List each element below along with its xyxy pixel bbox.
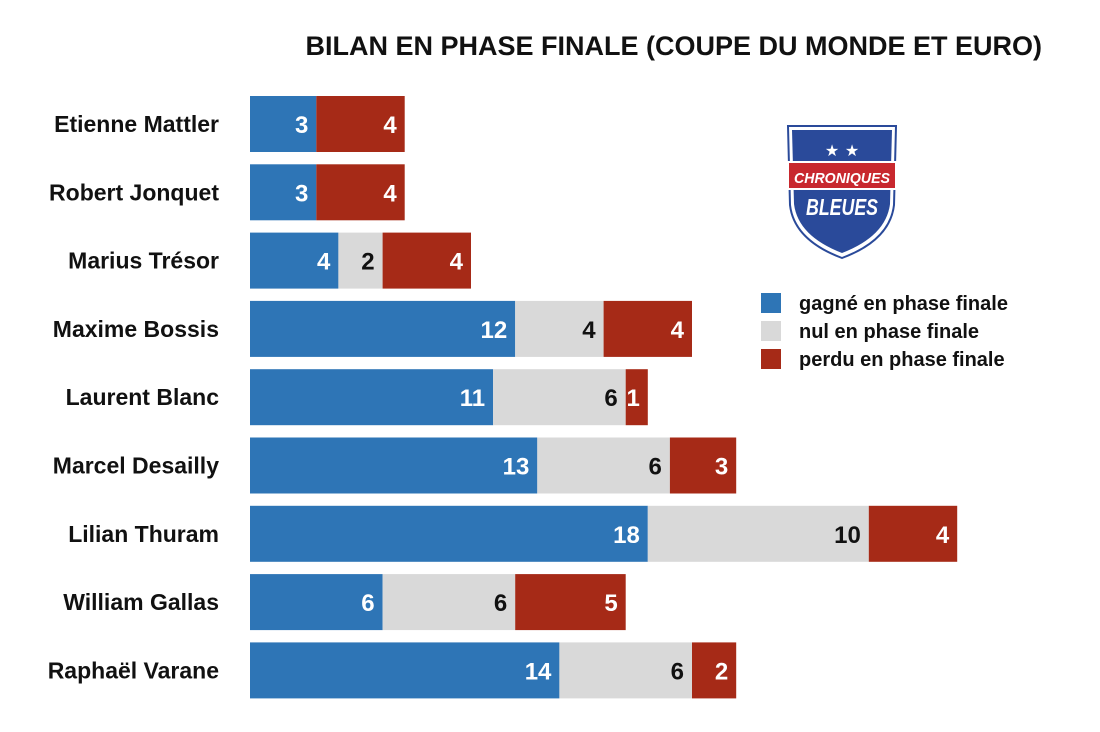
data-label: 4	[317, 249, 331, 276]
bar-segment-lost	[625, 369, 648, 426]
bar-row: Lilian Thuram 18 10 4	[68, 505, 958, 562]
bar-row: Maxime Bossis 12 4 4	[53, 300, 692, 357]
bar-segment-won	[250, 369, 494, 426]
bar-segment-lost	[316, 164, 405, 221]
data-label: 6	[671, 658, 684, 685]
bar-segment-won	[250, 437, 538, 494]
bar-row: Robert Jonquet 3 4	[49, 164, 405, 221]
bar-row: Marcel Desailly 13 6 3	[53, 437, 737, 494]
bar-segment-draw	[338, 232, 383, 289]
legend-label: nul en phase finale	[799, 321, 979, 343]
logo-line2: BLEUES	[806, 194, 879, 220]
bar-segment-won	[250, 574, 383, 631]
bar-segment-draw	[515, 300, 604, 357]
data-label: 5	[604, 590, 617, 617]
legend-swatch	[761, 321, 781, 341]
bar-segment-lost	[382, 232, 471, 289]
bar-segment-lost	[603, 300, 692, 357]
bar-segment-draw	[493, 369, 626, 426]
data-label: 10	[834, 522, 861, 549]
bar-row: Laurent Blanc 11 6 1	[66, 369, 648, 426]
bar-segment-won	[250, 232, 339, 289]
data-label: 4	[582, 317, 596, 344]
logo-band	[787, 161, 897, 190]
bar-segment-won	[250, 642, 560, 699]
category-label: Maxime Bossis	[53, 316, 219, 342]
logo-shield	[792, 130, 892, 253]
data-label: 6	[649, 454, 662, 481]
bar-row: Marius Trésor 4 2 4	[68, 232, 471, 289]
data-label: 2	[361, 249, 374, 276]
category-label: Etienne Mattler	[54, 111, 219, 137]
bar-segment-won	[250, 96, 317, 152]
data-label: 3	[295, 112, 308, 139]
data-label: 4	[936, 522, 950, 549]
legend-swatch	[761, 293, 781, 313]
bar-row: William Gallas 6 6 5	[63, 574, 626, 631]
data-label: 4	[671, 317, 685, 344]
data-label: 11	[460, 385, 485, 412]
legend-label: gagné en phase finale	[799, 293, 1008, 315]
bar-segment-draw	[537, 437, 670, 494]
bar-segment-draw	[382, 574, 516, 631]
data-label: 4	[450, 249, 464, 276]
category-label: Raphaël Varane	[48, 657, 219, 683]
bar-segment-lost	[316, 96, 405, 152]
data-label: 13	[503, 454, 530, 481]
legend-swatch	[761, 349, 781, 369]
data-label: 14	[525, 658, 552, 685]
bar-segment-won	[250, 300, 516, 357]
data-label: 18	[613, 522, 640, 549]
bar-segment-lost	[669, 437, 737, 494]
data-label: 2	[715, 658, 728, 685]
logo-star-right-icon: ★	[845, 143, 859, 160]
data-label: 6	[361, 590, 374, 617]
bar-segment-lost	[515, 574, 626, 631]
bar-segment-won	[250, 505, 648, 562]
data-label: 4	[383, 112, 397, 139]
legend-label: perdu en phase finale	[799, 349, 1005, 371]
bar-segment-draw	[559, 642, 692, 699]
data-label: 4	[383, 180, 397, 207]
bar-segment-won	[250, 164, 317, 221]
chronique-bleues-logo: ★ ★ CHRONIQUES BLEUES	[786, 125, 898, 260]
data-label: 3	[295, 180, 308, 207]
data-label: 6	[494, 590, 507, 617]
data-label: 12	[480, 317, 507, 344]
logo-star-left-icon: ★	[825, 143, 839, 160]
chart-title: BILAN EN PHASE FINALE (COUPE DU MONDE ET…	[305, 31, 1042, 61]
legend: gagné en phase finale nul en phase finale…	[761, 293, 1008, 371]
data-label: 3	[715, 454, 728, 481]
category-label: Marcel Desailly	[53, 453, 219, 479]
category-label: Marius Trésor	[68, 248, 219, 274]
category-label: Lilian Thuram	[68, 521, 219, 547]
logo-line1: CHRONIQUES	[794, 170, 890, 187]
data-label: 6	[604, 385, 617, 412]
category-label: Robert Jonquet	[49, 179, 219, 205]
bar-segment-lost	[692, 642, 737, 699]
bar-segment-draw	[647, 505, 869, 562]
category-label: Laurent Blanc	[66, 384, 220, 410]
bar-segment-lost	[868, 505, 958, 562]
bar-row: Etienne Mattler 3 4	[54, 96, 405, 152]
data-label: 1	[626, 385, 639, 412]
category-label: William Gallas	[63, 589, 219, 615]
bar-row: Raphaël Varane 14 6 2	[48, 642, 737, 699]
